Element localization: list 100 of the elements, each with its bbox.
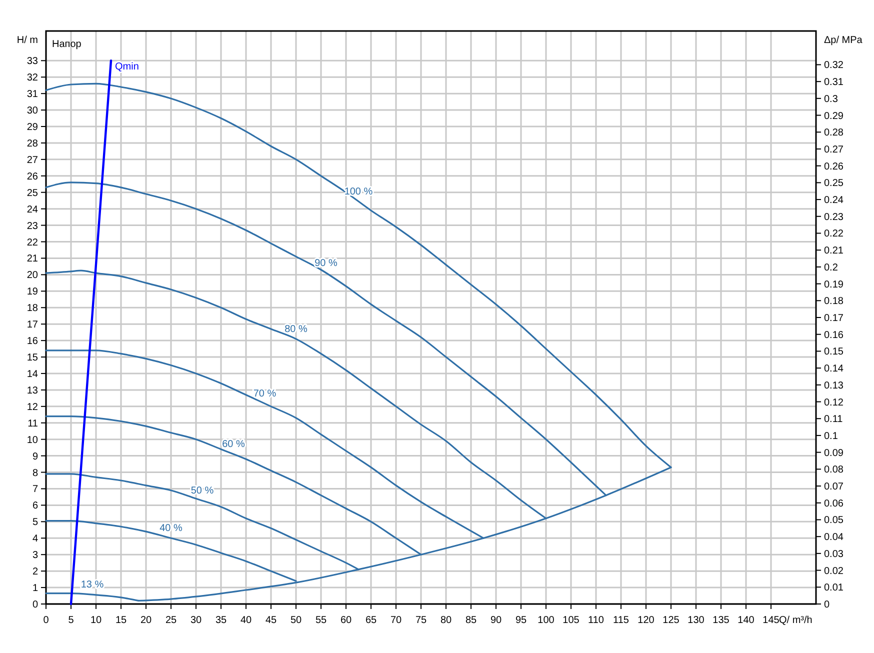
series-label: 100 %: [344, 186, 373, 198]
y-tick-label: 31: [26, 89, 38, 100]
y-tick-label: 3: [32, 550, 38, 562]
y-tick-label: 32: [26, 72, 38, 84]
y-axis-title: H/ m: [16, 35, 38, 46]
series-label: 70 %: [253, 388, 276, 400]
x-tick-label: 25: [165, 615, 177, 626]
x-tick-label: 100: [538, 615, 555, 626]
x-tick-label: 5: [68, 615, 74, 626]
x-tick-label: 40: [240, 615, 252, 626]
y-tick-label: 21: [26, 254, 38, 265]
y-tick-label: 8: [32, 468, 38, 479]
x-tick-label: 145: [762, 615, 780, 626]
x-tick-label: 35: [215, 615, 227, 626]
y-tick-label: 27: [26, 154, 38, 166]
x-tick-label: 110: [588, 615, 604, 626]
x-tick-label: 75: [415, 615, 427, 626]
y-tick-label: 2: [32, 566, 38, 578]
x-tick-label: 50: [290, 615, 302, 626]
y-tick-label: 26: [26, 171, 38, 182]
x-tick-label: 95: [515, 615, 527, 626]
y-tick-label: 14: [26, 368, 38, 380]
x-tick-label: 125: [662, 615, 680, 626]
y-tick-label: 6: [32, 500, 38, 512]
y-tick-label: 12: [26, 402, 38, 413]
x-tick-label: 65: [365, 615, 377, 626]
y2-tick-label: 0.26: [824, 161, 844, 172]
y2-tick-label: 0.06: [824, 498, 844, 510]
y-tick-label: 4: [32, 534, 38, 545]
y2-tick-label: 0.15: [824, 346, 844, 358]
y-tick-label: 17: [26, 320, 38, 331]
y-tick-label: 22: [26, 237, 38, 248]
y-tick-label: 28: [26, 138, 38, 150]
y2-tick-label: 0.32: [824, 60, 844, 72]
y-tick-label: 11: [28, 418, 38, 430]
y2-tick-label: 0.14: [824, 364, 844, 375]
y2-tick-label: 0: [824, 600, 830, 610]
series-label: 80 %: [284, 324, 308, 335]
x-tick-label: 10: [90, 615, 102, 626]
y-tick-label: 30: [26, 106, 38, 117]
series-label: 60 %: [222, 439, 246, 450]
y-tick-label: 1: [32, 583, 38, 594]
y-tick-label: 19: [26, 286, 38, 298]
x-tick-label: 15: [115, 615, 127, 626]
y-tick-label: 13: [26, 385, 38, 396]
series-label: 90 %: [314, 258, 338, 270]
x-tick-label: 120: [638, 615, 655, 626]
y-tick-label: 5: [32, 517, 38, 528]
x-tick-label: 105: [562, 615, 580, 626]
y2-tick-label: 0.29: [824, 110, 844, 122]
x-tick-label: 20: [140, 615, 152, 626]
y2-tick-label: 0.18: [824, 296, 844, 308]
y2-tick-label: 0.08: [824, 464, 844, 476]
y-tick-label: 24: [26, 204, 38, 216]
y-tick-label: 20: [26, 270, 38, 282]
y2-tick-label: 0.31: [824, 77, 844, 88]
x-tick-label: 45: [265, 615, 277, 626]
y-tick-label: 9: [32, 451, 38, 462]
y-tick-label: 15: [26, 352, 38, 364]
y-tick-label: 10: [26, 434, 38, 446]
y-tick-label: 16: [26, 336, 38, 348]
x-tick-label: 30: [190, 615, 202, 626]
y2-tick-label: 0.01: [824, 582, 844, 594]
y2-tick-label: 0.17: [824, 313, 844, 324]
y2-tick-label: 0.05: [824, 515, 844, 526]
y-tick-label: 29: [26, 122, 38, 133]
y2-tick-label: 0.22: [824, 228, 844, 240]
x-tick-label: 70: [390, 615, 402, 626]
x-axis-title: Q/ m³/h: [779, 615, 812, 626]
x-tick-label: 115: [613, 615, 630, 626]
y2-tick-label: 0.21: [824, 246, 844, 257]
x-tick-label: 60: [340, 615, 352, 626]
y2-tick-label: 0.04: [824, 532, 844, 544]
y-tick-label: 25: [26, 188, 38, 199]
annotation: Напор: [52, 39, 82, 50]
y-tick-label: 7: [32, 484, 38, 496]
x-tick-label: 90: [490, 615, 502, 626]
y2-tick-label: 0.1: [824, 430, 838, 442]
y-tick-label: 18: [26, 303, 38, 314]
y2-tick-label: 0.2: [824, 262, 838, 274]
y2-tick-label: 0.27: [824, 144, 844, 156]
y2-axis-title: Δp/ MPa: [824, 35, 863, 46]
series-label: 50 %: [190, 486, 214, 497]
series-label: Qmin: [115, 62, 139, 73]
y2-tick-label: 0.23: [824, 212, 844, 223]
y2-tick-label: 0.09: [824, 448, 844, 459]
y2-tick-label: 0.11: [824, 414, 844, 426]
x-tick-label: 85: [465, 615, 477, 626]
y2-tick-label: 0.25: [824, 178, 844, 190]
y2-tick-label: 0.13: [824, 380, 844, 392]
y-tick-label: 0: [32, 600, 38, 610]
y2-tick-label: 0.07: [824, 482, 844, 493]
y2-tick-label: 0.02: [824, 566, 844, 577]
series-label: 13 %: [80, 580, 104, 591]
y2-tick-label: 0.16: [824, 330, 844, 341]
x-tick-label: 130: [688, 615, 705, 626]
y2-tick-label: 0.28: [824, 128, 844, 139]
x-tick-label: 0: [43, 615, 50, 626]
y2-tick-label: 0.3: [824, 94, 838, 105]
y2-tick-label: 0.19: [824, 279, 844, 290]
